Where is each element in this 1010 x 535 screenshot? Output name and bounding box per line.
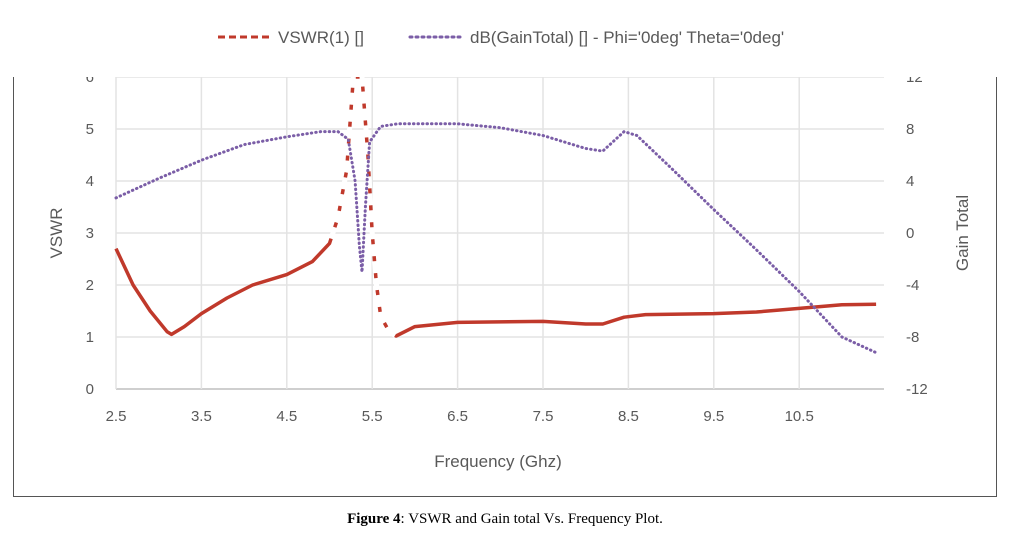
y-tick-label: 6 [86,69,94,86]
x-tick-label: 7.5 [533,408,554,425]
x-tick-label: 3.5 [191,408,212,425]
caption-label: Figure 4 [347,511,401,527]
y2-axis-label: Gain Total [953,195,972,271]
x-tick-label: 10.5 [785,408,814,425]
legend: VSWR(1) [] dB(GainTotal) [] - Phi='0deg'… [218,28,784,47]
y2-tick-label: -4 [906,277,919,294]
y-tick-label: 3 [86,225,94,242]
y2-tick-label: 4 [906,173,914,190]
x-tick-label: 2.5 [106,408,127,425]
y-tick-label: 5 [86,121,94,138]
x-tick-label: 6.5 [447,408,468,425]
gain-line [114,122,878,355]
figure-caption: Figure 4: VSWR and Gain total Vs. Freque… [0,511,1010,528]
legend-gain-label: dB(GainTotal) [] - Phi='0deg' Theta='0de… [470,28,784,47]
x-tick-label: 8.5 [618,408,639,425]
x-tick-label: 4.5 [276,408,297,425]
y2-tick-label: 8 [906,121,914,138]
y-axis-label: VSWR [47,208,66,259]
x-axis-label: Frequency (Ghz) [434,452,562,471]
y2-tick-label: -8 [906,329,919,346]
y-tick-label: 0 [86,381,94,398]
vswr-dash-gaps [327,74,398,339]
vswr-line [114,75,877,338]
y2-tick-label: -12 [906,381,928,398]
x-tick-label: 5.5 [362,408,383,425]
y-tick-label: 4 [86,173,94,190]
clip-top [0,0,1010,77]
y2-tick-label: 0 [906,225,914,242]
y-tick-label: 2 [86,277,94,294]
x-tick-label: 9.5 [703,408,724,425]
legend-vswr-label: VSWR(1) [] [278,28,364,47]
caption-text: : VSWR and Gain total Vs. Frequency Plot… [400,511,663,527]
y-tick-label: 1 [86,329,94,346]
